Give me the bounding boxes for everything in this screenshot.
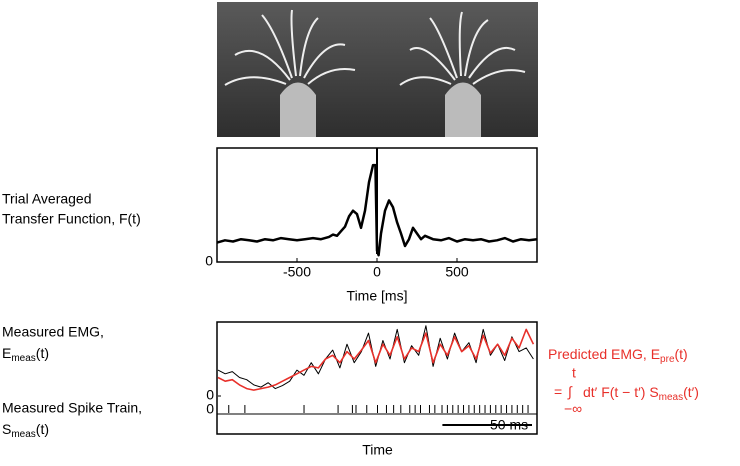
y-tick-label: 0 xyxy=(206,387,214,403)
annotation: = xyxy=(554,384,562,400)
text-part: (t) xyxy=(36,345,49,361)
annotation: dt′ F(t − t′) Smeas(t′) xyxy=(583,384,699,403)
text-part: meas xyxy=(659,392,683,403)
x-tick-label: -500 xyxy=(283,264,311,280)
text-part: (t′) xyxy=(683,384,699,400)
annotation: −∞ xyxy=(564,401,582,417)
x-axis-label: Time [ms] xyxy=(347,288,408,304)
series-line xyxy=(217,328,535,391)
text-part: dt′ F(t − t′) S xyxy=(583,384,659,400)
x-tick-label: 500 xyxy=(445,264,469,280)
y-tick-label: 0 xyxy=(206,401,214,417)
x-tick-label: 0 xyxy=(373,264,381,280)
y-axis-label: Trial Averaged xyxy=(2,191,92,207)
series-label: Smeas(t) xyxy=(2,421,49,440)
text-part: (t) xyxy=(36,421,49,437)
photo xyxy=(217,2,538,137)
series-line xyxy=(217,325,534,390)
text-part: E xyxy=(2,345,11,361)
text-part: Predicted EMG, E xyxy=(548,346,660,362)
x-axis-label: Time xyxy=(362,442,393,458)
annotation: t xyxy=(572,365,576,381)
text-part: S xyxy=(2,421,11,437)
text-part: pre xyxy=(660,354,675,365)
text-part: meas xyxy=(11,429,35,440)
scale-bar-label: 50 ms xyxy=(490,417,528,433)
text-part: meas xyxy=(11,353,35,364)
annotation: ∫ xyxy=(567,384,573,400)
text-part: (t) xyxy=(675,346,688,362)
annotation: Predicted EMG, Epre(t) xyxy=(548,346,688,365)
y-axis-label: Transfer Function, F(t) xyxy=(2,211,141,227)
series-label: Emeas(t) xyxy=(2,345,49,364)
series-line xyxy=(216,163,538,257)
y-tick-label: 0 xyxy=(205,253,213,269)
series-label: Measured EMG, xyxy=(2,324,104,340)
series-label: Measured Spike Train, xyxy=(2,400,142,416)
plot-frame xyxy=(216,321,538,435)
